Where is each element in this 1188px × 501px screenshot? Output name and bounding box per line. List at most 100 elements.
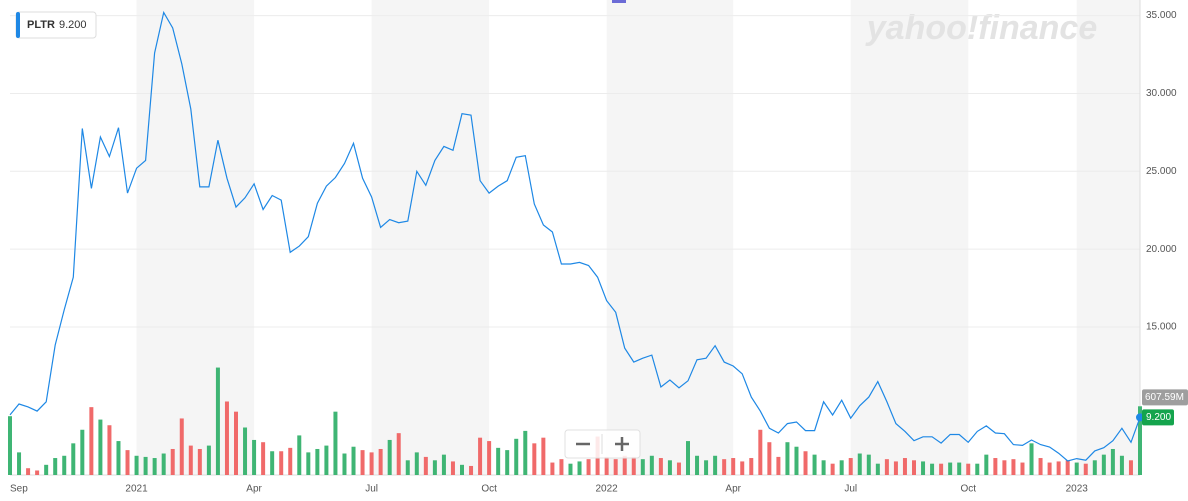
volume-bar: [351, 446, 356, 475]
volume-bar: [541, 437, 546, 475]
volume-bar: [577, 461, 582, 475]
volume-bar: [830, 463, 835, 475]
volume-bar: [785, 442, 790, 475]
volume-bar: [604, 456, 609, 475]
volume-bar: [71, 443, 76, 475]
volume-bar: [767, 442, 772, 475]
volume-bar: [306, 452, 311, 475]
volume-bar: [993, 458, 998, 475]
volume-bar: [821, 460, 826, 475]
top-handle: [612, 0, 626, 3]
volume-bar: [243, 427, 248, 475]
volume-bar: [649, 455, 654, 475]
y-tick-label: 15.000: [1146, 322, 1177, 333]
x-tick-label: Jul: [844, 484, 857, 495]
volume-bar: [378, 448, 383, 475]
volume-bar: [152, 458, 157, 475]
watermark: yahoo!finance: [865, 9, 1097, 47]
volume-bar: [613, 459, 618, 475]
volume-bar: [966, 463, 971, 475]
x-tick-label: Apr: [725, 484, 741, 495]
volume-bar: [586, 459, 591, 475]
volume-bar: [505, 450, 510, 475]
volume-bar: [658, 458, 663, 475]
volume-bar: [857, 453, 862, 475]
volume-bar: [794, 446, 799, 475]
period-band: [850, 0, 969, 475]
volume-bar: [722, 459, 727, 475]
volume-bar: [333, 411, 338, 475]
volume-bar: [984, 454, 989, 475]
volume-bar: [1065, 460, 1070, 475]
x-tick-label: Sep: [10, 484, 28, 495]
legend-name: PLTR: [27, 19, 55, 31]
volume-bar: [713, 455, 718, 475]
volume-bar: [342, 453, 347, 475]
volume-bar: [812, 454, 817, 475]
volume-bar: [460, 464, 464, 475]
volume-bar: [1128, 460, 1133, 475]
volume-bar: [1110, 448, 1115, 475]
volume-bar: [1119, 455, 1124, 475]
volume-bar: [35, 470, 40, 475]
volume-bar: [469, 465, 474, 475]
volume-bar: [80, 429, 85, 475]
volume-bar: [405, 460, 410, 475]
volume-bar: [839, 460, 844, 475]
y-tick-label: 20.000: [1146, 244, 1177, 255]
volume-bar: [1020, 462, 1025, 475]
volume-bar: [758, 429, 763, 475]
volume-bar: [62, 455, 67, 475]
volume-bar: [939, 463, 944, 475]
volume-bar: [414, 452, 419, 475]
y-tick-label: 30.000: [1146, 88, 1177, 99]
x-tick-label: 2021: [125, 484, 148, 495]
volume-badge-label: 607.59M: [1145, 392, 1184, 403]
volume-bar: [224, 401, 229, 475]
volume-bar: [622, 455, 627, 475]
volume-bar: [8, 416, 12, 475]
period-band: [606, 0, 734, 475]
volume-bar: [514, 438, 519, 475]
volume-bar: [387, 439, 392, 475]
volume-bar: [297, 435, 302, 475]
y-tick-label: 25.000: [1146, 166, 1177, 177]
volume-bar: [975, 463, 980, 475]
volume-bar: [450, 461, 455, 475]
legend-swatch: [16, 12, 20, 38]
volume-bar: [1074, 462, 1079, 475]
volume-bar: [1047, 462, 1052, 475]
volume-bar: [116, 441, 121, 475]
volume-bar: [161, 453, 166, 475]
volume-bar: [179, 418, 184, 475]
volume-bar: [676, 462, 681, 475]
zoom-control[interactable]: [564, 429, 641, 459]
volume-bar: [902, 458, 907, 475]
x-tick-label: Oct: [960, 484, 976, 495]
price-badge-label: 9.200: [1146, 412, 1171, 423]
volume-bar: [568, 463, 573, 475]
volume-bar: [559, 459, 564, 475]
volume-bar: [948, 462, 953, 475]
volume-bar: [496, 447, 501, 475]
volume-bar: [930, 463, 935, 475]
x-tick-label: 2022: [596, 484, 619, 495]
volume-bar: [441, 454, 446, 475]
volume-bar: [523, 430, 528, 475]
volume-bar: [279, 451, 284, 475]
volume-bar: [487, 441, 492, 475]
volume-bar: [107, 425, 112, 475]
volume-bar: [125, 450, 130, 475]
volume-bar: [695, 455, 700, 475]
volume-bar: [261, 442, 266, 475]
volume-bar: [1101, 454, 1106, 475]
volume-bar: [803, 451, 808, 475]
volume-bar: [667, 460, 672, 475]
volume-bar: [532, 443, 537, 475]
period-band: [371, 0, 490, 475]
period-band: [1076, 0, 1140, 475]
x-tick-label: Oct: [481, 484, 497, 495]
volume-bar: [640, 459, 645, 475]
volume-bar: [478, 437, 483, 475]
